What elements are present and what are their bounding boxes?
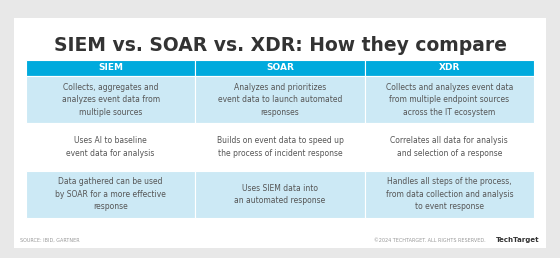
Text: SOURCE: IBID, GARTNER: SOURCE: IBID, GARTNER xyxy=(20,238,80,243)
FancyBboxPatch shape xyxy=(365,76,534,123)
FancyBboxPatch shape xyxy=(195,123,365,171)
FancyBboxPatch shape xyxy=(14,18,546,248)
Text: Collects and analyzes event data
from multiple endpoint sources
across the IT ec: Collects and analyzes event data from mu… xyxy=(386,83,513,117)
FancyBboxPatch shape xyxy=(365,60,534,76)
FancyBboxPatch shape xyxy=(365,123,534,171)
FancyBboxPatch shape xyxy=(26,171,195,218)
FancyBboxPatch shape xyxy=(26,76,195,123)
Text: Analyzes and prioritizes
event data to launch automated
responses: Analyzes and prioritizes event data to l… xyxy=(218,83,342,117)
Text: XDR: XDR xyxy=(438,63,460,72)
Text: Collects, aggregates and
analyzes event data from
multiple sources: Collects, aggregates and analyzes event … xyxy=(62,83,160,117)
FancyBboxPatch shape xyxy=(195,60,365,76)
Text: SOAR: SOAR xyxy=(266,63,294,72)
FancyBboxPatch shape xyxy=(365,171,534,218)
Text: SIEM vs. SOAR vs. XDR: How they compare: SIEM vs. SOAR vs. XDR: How they compare xyxy=(54,36,506,55)
Text: Handles all steps of the process,
from data collection and analysis
to event res: Handles all steps of the process, from d… xyxy=(385,177,513,211)
Text: Data gathered can be used
by SOAR for a more effective
response: Data gathered can be used by SOAR for a … xyxy=(55,177,166,211)
Text: Builds on event data to speed up
the process of incident response: Builds on event data to speed up the pro… xyxy=(217,136,343,158)
Text: Uses AI to baseline
event data for analysis: Uses AI to baseline event data for analy… xyxy=(67,136,155,158)
FancyBboxPatch shape xyxy=(195,171,365,218)
FancyBboxPatch shape xyxy=(26,123,195,171)
FancyBboxPatch shape xyxy=(26,60,195,76)
Text: ©2024 TECHTARGET. ALL RIGHTS RESERVED.: ©2024 TECHTARGET. ALL RIGHTS RESERVED. xyxy=(375,238,486,243)
Text: Correlates all data for analysis
and selection of a response: Correlates all data for analysis and sel… xyxy=(390,136,508,158)
Text: SIEM: SIEM xyxy=(98,63,123,72)
Text: Uses SIEM data into
an automated response: Uses SIEM data into an automated respons… xyxy=(235,184,325,205)
FancyBboxPatch shape xyxy=(195,76,365,123)
Text: TechTarget: TechTarget xyxy=(496,237,540,243)
